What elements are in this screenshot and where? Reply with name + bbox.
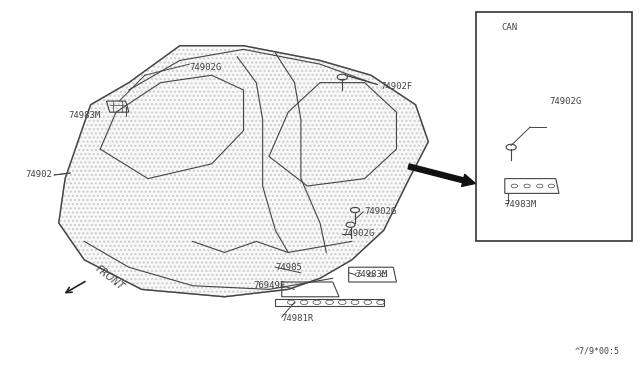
Text: 74983M: 74983M bbox=[68, 111, 100, 121]
Polygon shape bbox=[59, 46, 428, 297]
Text: 74981R: 74981R bbox=[282, 314, 314, 323]
Text: 74902G: 74902G bbox=[189, 63, 221, 72]
Text: 74902G: 74902G bbox=[342, 230, 374, 238]
Text: 74902G: 74902G bbox=[549, 97, 582, 106]
Text: 76949E: 76949E bbox=[253, 281, 285, 290]
Text: 74902G: 74902G bbox=[365, 207, 397, 217]
Text: 74983M: 74983M bbox=[505, 200, 537, 209]
Bar bbox=[476, 13, 632, 241]
Text: 74902F: 74902F bbox=[381, 82, 413, 91]
Text: 74902: 74902 bbox=[26, 170, 52, 179]
Text: 74983M: 74983M bbox=[355, 270, 387, 279]
Text: 74985: 74985 bbox=[275, 263, 302, 272]
Text: ^7/9*00:5: ^7/9*00:5 bbox=[575, 347, 620, 356]
Text: FRONT: FRONT bbox=[94, 263, 126, 292]
Text: CAN: CAN bbox=[502, 23, 518, 32]
